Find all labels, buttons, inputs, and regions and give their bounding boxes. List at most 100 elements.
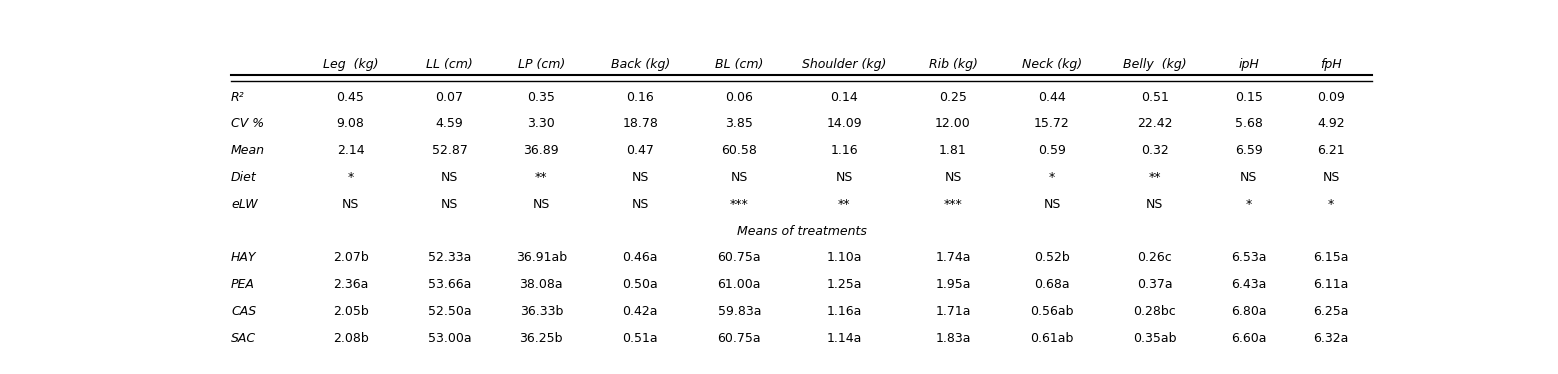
Text: 60.58: 60.58 (721, 144, 757, 157)
Text: 1.25a: 1.25a (827, 278, 862, 291)
Text: 38.08a: 38.08a (519, 278, 562, 291)
Text: Belly  (kg): Belly (kg) (1123, 58, 1187, 71)
Text: Rib (kg): Rib (kg) (929, 58, 977, 71)
Text: 6.60a: 6.60a (1231, 332, 1267, 345)
Text: 0.56ab: 0.56ab (1030, 305, 1073, 318)
Text: 0.15: 0.15 (1235, 91, 1264, 104)
Text: 6.21: 6.21 (1317, 144, 1345, 157)
Text: 14.09: 14.09 (827, 117, 862, 131)
Text: **: ** (838, 198, 851, 211)
Text: 52.33a: 52.33a (428, 251, 471, 264)
Text: 36.33b: 36.33b (520, 305, 562, 318)
Text: 1.81: 1.81 (939, 144, 968, 157)
Text: 1.95a: 1.95a (935, 278, 971, 291)
Text: 18.78: 18.78 (622, 117, 657, 131)
Text: ***: *** (944, 198, 963, 211)
Text: HAY: HAY (231, 251, 257, 264)
Text: 6.53a: 6.53a (1231, 251, 1267, 264)
Text: Mean: Mean (231, 144, 265, 157)
Text: 9.08: 9.08 (337, 117, 365, 131)
Text: 2.08b: 2.08b (333, 332, 368, 345)
Text: 0.26c: 0.26c (1137, 251, 1172, 264)
Text: Leg  (kg): Leg (kg) (323, 58, 379, 71)
Text: 60.75a: 60.75a (718, 251, 762, 264)
Text: 52.87: 52.87 (432, 144, 467, 157)
Text: 2.05b: 2.05b (333, 305, 368, 318)
Text: NS: NS (1147, 198, 1164, 211)
Text: 6.43a: 6.43a (1231, 278, 1267, 291)
Text: 0.25: 0.25 (939, 91, 968, 104)
Text: 5.68: 5.68 (1235, 117, 1264, 131)
Text: 2.36a: 2.36a (333, 278, 368, 291)
Text: 1.14a: 1.14a (827, 332, 862, 345)
Text: 3.85: 3.85 (726, 117, 753, 131)
Text: 53.00a: 53.00a (428, 332, 472, 345)
Text: 0.07: 0.07 (436, 91, 464, 104)
Text: 22.42: 22.42 (1137, 117, 1173, 131)
Text: CAS: CAS (231, 305, 256, 318)
Text: NS: NS (631, 171, 650, 184)
Text: **: ** (534, 171, 547, 184)
Text: Diet: Diet (231, 171, 257, 184)
Text: LP (cm): LP (cm) (517, 58, 566, 71)
Text: 0.37a: 0.37a (1137, 278, 1173, 291)
Text: CV %: CV % (231, 117, 265, 131)
Text: 15.72: 15.72 (1035, 117, 1070, 131)
Text: 0.59: 0.59 (1038, 144, 1066, 157)
Text: 0.35: 0.35 (527, 91, 555, 104)
Text: 6.11a: 6.11a (1313, 278, 1349, 291)
Text: *: * (1246, 198, 1253, 211)
Text: 0.14: 0.14 (830, 91, 858, 104)
Text: 1.10a: 1.10a (827, 251, 862, 264)
Text: **: ** (1148, 171, 1161, 184)
Text: eLW: eLW (231, 198, 257, 211)
Text: NS: NS (441, 171, 458, 184)
Text: 6.15a: 6.15a (1313, 251, 1349, 264)
Text: ***: *** (731, 198, 749, 211)
Text: 12.00: 12.00 (935, 117, 971, 131)
Text: 6.25a: 6.25a (1313, 305, 1349, 318)
Text: 0.45: 0.45 (337, 91, 365, 104)
Text: 0.50a: 0.50a (623, 278, 657, 291)
Text: 0.09: 0.09 (1317, 91, 1345, 104)
Text: 53.66a: 53.66a (428, 278, 471, 291)
Text: 1.16a: 1.16a (827, 305, 862, 318)
Text: fpH: fpH (1320, 58, 1341, 71)
Text: 1.83a: 1.83a (935, 332, 971, 345)
Text: 36.89: 36.89 (523, 144, 559, 157)
Text: 0.46a: 0.46a (623, 251, 657, 264)
Text: NS: NS (835, 171, 854, 184)
Text: 0.42a: 0.42a (623, 305, 657, 318)
Text: BL (cm): BL (cm) (715, 58, 763, 71)
Text: 2.14: 2.14 (337, 144, 365, 157)
Text: 4.92: 4.92 (1317, 117, 1345, 131)
Text: 6.80a: 6.80a (1231, 305, 1267, 318)
Text: *: * (1327, 198, 1334, 211)
Text: 0.28bc: 0.28bc (1133, 305, 1176, 318)
Text: 0.51a: 0.51a (623, 332, 657, 345)
Text: 0.68a: 0.68a (1035, 278, 1070, 291)
Text: R²: R² (231, 91, 245, 104)
Text: 0.06: 0.06 (726, 91, 753, 104)
Text: SAC: SAC (231, 332, 256, 345)
Text: NS: NS (944, 171, 961, 184)
Text: 0.52b: 0.52b (1035, 251, 1070, 264)
Text: 6.59: 6.59 (1235, 144, 1262, 157)
Text: 1.71a: 1.71a (935, 305, 971, 318)
Text: 59.83a: 59.83a (718, 305, 760, 318)
Text: *: * (347, 171, 354, 184)
Text: Shoulder (kg): Shoulder (kg) (802, 58, 887, 71)
Text: LL (cm): LL (cm) (427, 58, 474, 71)
Text: 0.16: 0.16 (626, 91, 654, 104)
Text: Means of treatments: Means of treatments (737, 224, 866, 237)
Text: 0.47: 0.47 (626, 144, 654, 157)
Text: 0.61ab: 0.61ab (1030, 332, 1073, 345)
Text: 61.00a: 61.00a (718, 278, 760, 291)
Text: PEA: PEA (231, 278, 256, 291)
Text: NS: NS (631, 198, 650, 211)
Text: NS: NS (341, 198, 360, 211)
Text: 60.75a: 60.75a (718, 332, 762, 345)
Text: Back (kg): Back (kg) (611, 58, 670, 71)
Text: 0.44: 0.44 (1038, 91, 1066, 104)
Text: 6.32a: 6.32a (1313, 332, 1349, 345)
